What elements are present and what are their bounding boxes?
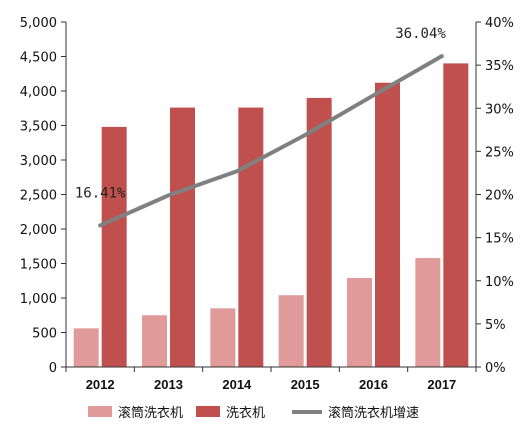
legend: 滚筒洗衣机 洗衣机 滚筒洗衣机增速 — [88, 405, 419, 421]
bar-drum-washer-2012 — [73, 328, 99, 367]
y2-tick-label: 40% — [485, 16, 514, 31]
y2-tick-label: 20% — [485, 189, 514, 204]
y2-axis-ticks: 0% 5% 10% 15% 20% 25% 30% 35% 40% — [476, 16, 514, 376]
legend-label: 洗衣机 — [226, 405, 265, 421]
lines — [98, 54, 444, 228]
bar-washer-2016 — [375, 82, 400, 367]
y-tick-label: 500 — [32, 327, 57, 342]
y-tick-label: 3,000 — [20, 154, 57, 169]
y-tick-label: 2,500 — [20, 189, 57, 204]
x-tick-label: 2015 — [291, 377, 320, 392]
y2-tick-label: 15% — [485, 232, 514, 247]
y2-tick-label: 35% — [485, 59, 514, 74]
bar-washer-2017 — [443, 63, 469, 368]
x-tick-label: 2017 — [427, 377, 456, 392]
legend-label: 滚筒洗衣机 — [118, 405, 183, 421]
legend-label: 滚筒洗衣机增速 — [328, 405, 419, 421]
y2-tick-label: 0% — [485, 361, 506, 376]
legend-swatch — [196, 406, 220, 417]
data-label: 16.41% — [75, 185, 126, 201]
bar-drum-washer-2016 — [347, 277, 372, 367]
bars — [73, 63, 469, 368]
y-tick-label: 5,000 — [20, 16, 57, 31]
y-tick-label: 1,000 — [20, 292, 57, 307]
bar-washer-2015 — [306, 97, 332, 368]
y-tick-label: 0 — [49, 361, 57, 376]
data-label: 36.04% — [395, 26, 446, 42]
x-tick-label: 2013 — [154, 377, 183, 392]
x-tick-label: 2014 — [222, 377, 252, 392]
y-tick-label: 4,000 — [20, 85, 57, 100]
bar-drum-washer-2017 — [415, 257, 441, 367]
data-labels: 16.41% 36.04% — [75, 26, 447, 201]
x-tick-label: 2012 — [86, 377, 115, 392]
bar-drum-washer-2013 — [142, 315, 167, 367]
bar-washer-2012 — [101, 126, 127, 367]
bar-washer-2013 — [170, 107, 195, 367]
y-tick-label: 3,500 — [20, 120, 57, 135]
y2-tick-label: 5% — [485, 318, 506, 333]
x-axis-ticks: 2012 2013 2014 2015 2016 2017 — [65, 367, 477, 392]
y-tick-label: 4,500 — [20, 51, 57, 66]
x-tick-label: 2016 — [359, 377, 388, 392]
bar-drum-washer-2014 — [210, 308, 236, 367]
growth-rate-line — [98, 54, 444, 228]
legend-swatch — [88, 406, 112, 417]
y2-tick-label: 10% — [485, 275, 514, 290]
y2-tick-label: 30% — [485, 102, 514, 117]
y-axis-ticks: 0 500 1,000 1,500 2,000 2,500 3,000 3,500 4,000 4… — [20, 16, 66, 376]
bar-drum-washer-2015 — [278, 295, 304, 367]
y2-tick-label: 25% — [485, 145, 514, 160]
y-tick-label: 2,000 — [20, 223, 57, 238]
y-tick-label: 1,500 — [20, 258, 57, 273]
bar-washer-2014 — [238, 107, 264, 367]
